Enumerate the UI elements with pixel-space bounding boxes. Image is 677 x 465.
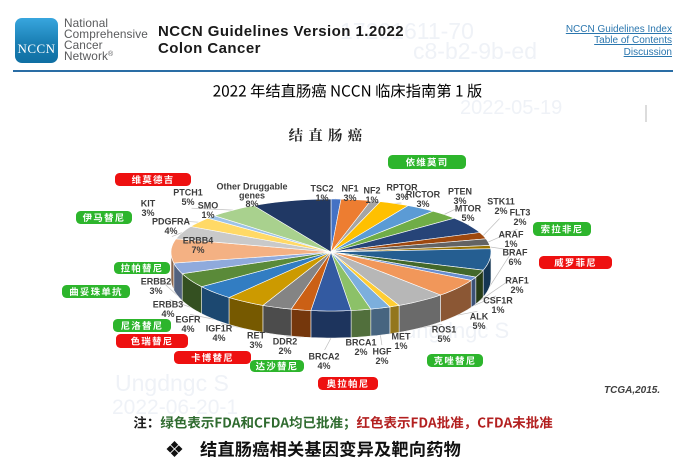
svg-text:FLT32%: FLT3 2% [510,208,531,228]
svg-text:DDR22%: DDR2 2% [273,337,298,357]
svg-text:PTEN3%: PTEN 3% [448,187,472,207]
svg-text:NF13%: NF1 3% [341,184,358,204]
svg-text:RET3%: RET 3% [247,331,266,351]
svg-text:ERBB23%: ERBB2 3% [141,277,172,297]
svg-text:NF21%: NF2 1% [363,186,380,206]
svg-text:CSF1R1%: CSF1R 1% [483,296,513,316]
svg-text:RPTOR3%: RPTOR 3% [386,183,418,203]
svg-text:MET1%: MET 1% [392,332,412,352]
svg-text:ERBB34%: ERBB3 4% [153,300,184,320]
svg-text:KIT3%: KIT 3% [141,199,156,219]
svg-text:TSC21%: TSC2 1% [310,184,333,204]
svg-text:PTCH15%: PTCH1 5% [173,188,203,208]
svg-text:ALK5%: ALK 5% [470,312,489,332]
svg-text:EGFR4%: EGFR 4% [175,315,201,335]
svg-text:HGF2%: HGF 2% [373,347,393,367]
svg-text:RAF12%: RAF1 2% [505,276,529,296]
svg-text:SMO1%: SMO 1% [198,201,219,221]
svg-text:STK112%: STK11 2% [487,197,515,217]
svg-text:IGF1R4%: IGF1R 4% [206,324,233,344]
svg-text:ERBB47%: ERBB4 7% [183,236,214,256]
svg-text:ROS15%: ROS1 5% [432,325,457,345]
svg-text:PDGFRA4%: PDGFRA 4% [152,217,191,237]
svg-text:Other Druggablegenes8%: Other Druggable genes 8% [216,182,287,210]
svg-text:MTOR5%: MTOR 5% [455,204,482,224]
svg-text:ARAF1%: ARAF 1% [499,230,524,250]
svg-text:BRCA12%: BRCA1 2% [345,338,376,358]
svg-text:RICTOR3%: RICTOR 3% [406,190,441,210]
svg-text:BRAF6%: BRAF 6% [503,248,528,268]
svg-text:BRCA24%: BRCA2 4% [308,352,339,372]
